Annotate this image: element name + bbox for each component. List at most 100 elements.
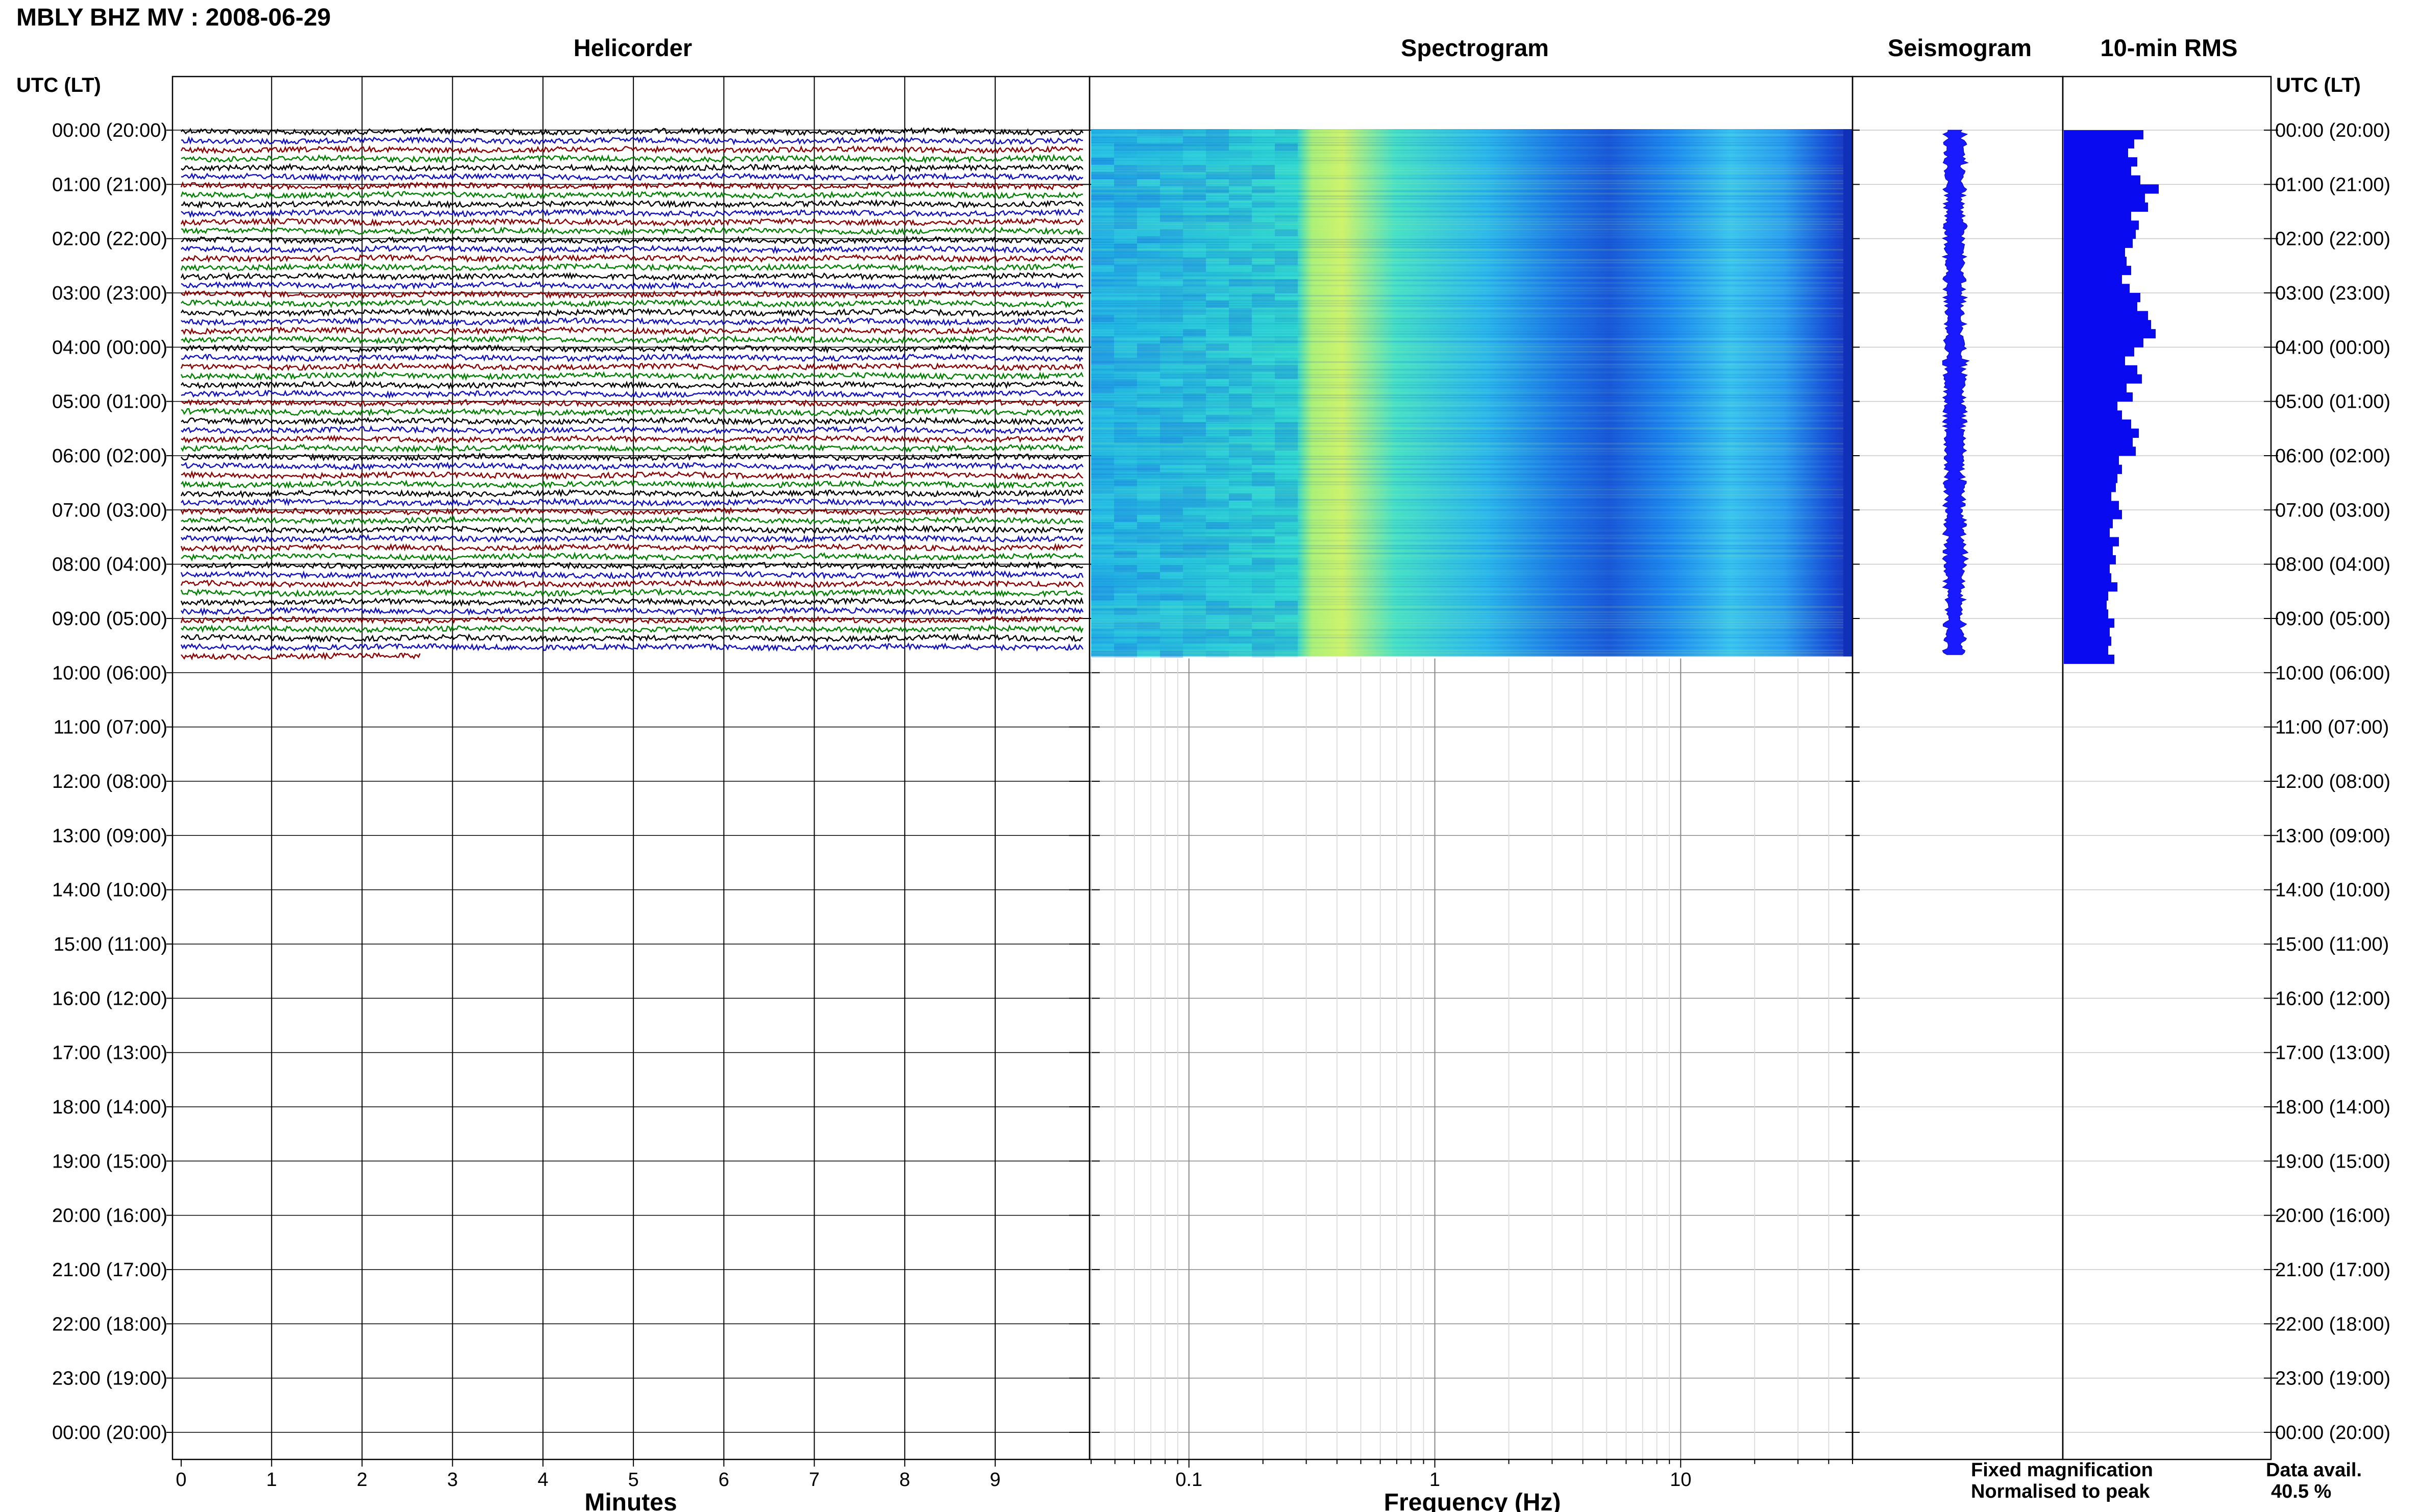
spectrogram-row	[1091, 593, 1853, 595]
spectrogram-cell	[1183, 186, 1206, 193]
spectrogram-cell	[1229, 372, 1252, 379]
helicorder-trace	[181, 434, 1084, 444]
spectrogram-cell	[1252, 229, 1275, 236]
spectrogram-cell	[1275, 451, 1298, 458]
spectrogram-cell	[1229, 193, 1252, 201]
spectrogram-cell	[1275, 186, 1298, 193]
helicorder-xtick-label: 8	[899, 1469, 910, 1491]
spectrogram-cell	[1229, 472, 1252, 479]
spectrogram-cell	[1114, 508, 1137, 515]
rms-plot	[2064, 130, 2159, 664]
time-label-right: 21:00 (17:00)	[2275, 1259, 2390, 1281]
spectrogram-row	[1091, 252, 1853, 253]
spectrogram-cell	[1091, 351, 1114, 358]
spectrogram-row	[1091, 280, 1853, 281]
spectrogram-cell	[1275, 636, 1298, 643]
spectrogram-cell	[1137, 293, 1160, 301]
spectrogram-cell	[1160, 408, 1183, 415]
spectrogram-cell	[1206, 251, 1229, 258]
spectrogram-row	[1091, 300, 1853, 302]
spectrogram-edge-band	[1843, 129, 1853, 657]
spectrogram-cell	[1252, 543, 1275, 551]
spectrogram-cell	[1160, 429, 1183, 436]
spectrogram-cell	[1229, 258, 1252, 265]
spectrogram-cell	[1137, 451, 1160, 458]
spectrogram-cell	[1114, 315, 1137, 322]
rms-bar	[2064, 600, 2107, 610]
spectrogram-cell	[1252, 522, 1275, 529]
spectrogram-row	[1091, 417, 1853, 419]
rms-bar	[2064, 401, 2117, 411]
spectrogram-cell	[1183, 179, 1206, 186]
spectrogram-cell	[1091, 343, 1114, 351]
spectrogram-cell	[1137, 636, 1160, 643]
spectrogram-row	[1091, 650, 1853, 651]
spectrogram-cell	[1229, 351, 1252, 358]
spectrogram-cell	[1091, 272, 1114, 279]
spectrogram-cell	[1114, 329, 1137, 336]
spectrogram-cell	[1275, 486, 1298, 493]
spectrogram-cell	[1206, 422, 1229, 429]
spectrogram-cell	[1252, 551, 1275, 558]
spectrogram-row	[1091, 185, 1853, 187]
spectrogram-cell	[1229, 601, 1252, 608]
spectrogram-cell	[1183, 515, 1206, 522]
spectrogram-cell	[1137, 136, 1160, 143]
spectrogram-cell	[1275, 315, 1298, 322]
spectrogram-cell	[1229, 572, 1252, 579]
helicorder-trace	[181, 525, 1084, 534]
spectrogram-row	[1091, 652, 1853, 654]
spectrogram-cell	[1252, 486, 1275, 493]
spectrogram-row	[1091, 236, 1853, 238]
spectrogram-cell	[1275, 143, 1298, 151]
rms-bar	[2064, 428, 2139, 438]
spectrogram-row	[1091, 241, 1853, 243]
spectrogram-cell	[1206, 293, 1229, 301]
spectrogram-cell	[1091, 536, 1114, 543]
spectrogram-cell	[1114, 143, 1137, 151]
spectrogram-cell	[1252, 286, 1275, 293]
spectrogram-cell	[1252, 186, 1275, 193]
axis-labels: 00:00 (20:00) 00:00 (20:00) 01:00 (21:00) 0…	[52, 120, 2390, 1491]
spectrogram-cell	[1114, 608, 1137, 615]
spectrogram-cell	[1183, 508, 1206, 515]
spectrogram-cell	[1252, 258, 1275, 265]
spectrogram-cell	[1183, 472, 1206, 479]
helicorder-trace	[181, 461, 1084, 472]
spectrogram-cell	[1206, 143, 1229, 151]
spectrogram-cell	[1091, 129, 1114, 136]
spectrogram-cell	[1275, 208, 1298, 215]
spectrogram-row	[1091, 568, 1853, 569]
spectrogram-cell	[1252, 529, 1275, 536]
spectrogram-cell	[1229, 272, 1252, 279]
spectrogram-row	[1091, 285, 1853, 286]
spectrogram-cell	[1183, 372, 1206, 379]
spectrogram-cell	[1183, 536, 1206, 543]
spectrogram-cell	[1114, 258, 1137, 265]
spectrogram-cell	[1137, 193, 1160, 201]
rms-bar	[2064, 582, 2117, 592]
spectrogram-cell	[1114, 343, 1137, 351]
spectrogram-cell	[1137, 258, 1160, 265]
helicorder-trace	[181, 299, 1083, 309]
spectrogram-xtick-label: 1	[1429, 1469, 1440, 1491]
spectrogram-cell	[1252, 301, 1275, 308]
helicorder-trace	[181, 389, 1084, 399]
spectrogram-cell	[1160, 286, 1183, 293]
spectrogram-cell	[1252, 158, 1275, 165]
spectrogram-cell	[1160, 558, 1183, 565]
spectrogram-cell	[1137, 501, 1160, 508]
spectrogram-row	[1091, 428, 1853, 429]
spectrogram-cell	[1160, 251, 1183, 258]
spectrogram-cell	[1137, 415, 1160, 422]
spectrogram-cell	[1160, 301, 1183, 308]
spectrogram-cell	[1183, 272, 1206, 279]
spectrogram-row	[1091, 277, 1853, 279]
time-label-right: 13:00 (09:00)	[2275, 825, 2390, 847]
spectrogram-row	[1091, 213, 1853, 215]
spectrogram-cell	[1206, 158, 1229, 165]
rms-bar	[2064, 609, 2108, 619]
spectrogram-cell	[1229, 308, 1252, 315]
rms-bar	[2064, 284, 2130, 293]
spectrogram-cell	[1114, 272, 1137, 279]
